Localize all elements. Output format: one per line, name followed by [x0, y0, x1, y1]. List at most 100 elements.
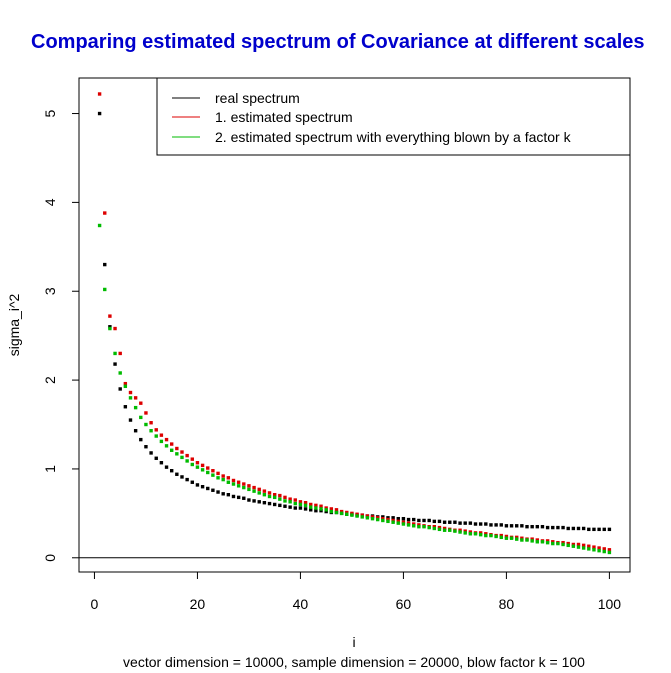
data-point-real-12	[154, 456, 158, 460]
data-point-blown-20	[195, 465, 200, 469]
data-point-blown-91	[561, 542, 565, 547]
data-point-blown-93	[571, 544, 576, 548]
data-point-real-34	[267, 501, 272, 506]
data-point-estimated-96	[587, 544, 591, 548]
data-point-blown-63	[417, 524, 421, 529]
data-point-real-18	[185, 477, 189, 482]
data-point-estimated-13	[159, 433, 164, 437]
x-axis: 0 20 40 60 80 100	[91, 571, 621, 612]
data-point-estimated-47	[334, 508, 339, 512]
data-points	[97, 92, 612, 555]
data-point-blown-37	[283, 499, 287, 503]
data-point-real-56	[381, 515, 385, 519]
data-point-real-61	[406, 517, 411, 522]
data-point-blown-75	[478, 532, 483, 537]
data-point-real-78	[494, 523, 498, 527]
y-axis: 0 1 2 3 4 5	[42, 109, 80, 562]
data-point-blown-14	[164, 444, 169, 448]
data-point-estimated-79	[499, 533, 503, 538]
data-point-blown-94	[576, 545, 581, 549]
y-tick-label-1: 1	[42, 465, 58, 473]
data-point-blown-34	[267, 494, 272, 499]
data-point-real-63	[417, 518, 421, 523]
data-point-estimated-80	[504, 534, 509, 539]
data-point-blown-16	[175, 452, 179, 456]
data-point-blown-68	[442, 528, 447, 532]
data-point-blown-61	[406, 523, 411, 527]
x-tick-label-80: 80	[499, 596, 515, 612]
data-point-blown-50	[350, 513, 354, 517]
data-point-blown-59	[396, 521, 400, 525]
data-point-blown-82	[515, 537, 519, 541]
data-point-blown-5	[118, 371, 122, 375]
data-point-blown-85	[530, 539, 534, 543]
chart-subtitle: vector dimension = 10000, sample dimensi…	[123, 654, 585, 670]
data-point-estimated-61	[406, 521, 411, 525]
data-point-estimated-2	[103, 211, 107, 215]
data-point-real-43	[314, 508, 318, 513]
data-point-blown-44	[319, 507, 323, 511]
data-point-blown-17	[180, 455, 184, 460]
data-point-real-84	[525, 524, 529, 529]
data-point-estimated-33	[262, 489, 267, 493]
data-point-blown-23	[211, 473, 215, 477]
data-point-blown-73	[468, 532, 473, 536]
data-point-real-67	[437, 519, 442, 524]
data-point-estimated-41	[303, 501, 308, 505]
data-point-blown-54	[370, 516, 375, 521]
data-point-estimated-67	[437, 525, 442, 530]
data-point-blown-42	[309, 505, 313, 509]
data-point-blown-41	[303, 503, 308, 508]
data-point-real-26	[226, 493, 231, 497]
data-point-blown-9	[139, 415, 143, 420]
data-point-blown-21	[200, 468, 205, 472]
data-point-blown-57	[386, 519, 390, 524]
data-point-estimated-91	[561, 540, 565, 545]
data-point-estimated-8	[133, 396, 138, 400]
data-point-real-90	[556, 525, 560, 530]
data-point-real-40	[298, 506, 303, 510]
data-point-blown-27	[231, 482, 236, 486]
data-point-estimated-36	[278, 493, 282, 498]
data-point-blown-66	[432, 526, 437, 531]
data-point-estimated-3	[108, 314, 112, 318]
data-point-blown-7	[128, 396, 133, 400]
data-point-estimated-46	[329, 507, 334, 511]
data-point-real-13	[159, 461, 164, 465]
data-point-estimated-59	[396, 519, 400, 524]
data-point-blown-39	[293, 501, 297, 506]
x-tick-label-0: 0	[91, 596, 99, 612]
data-point-estimated-35	[272, 493, 277, 497]
y-tick-label-4: 4	[42, 198, 58, 206]
data-point-real-86	[535, 524, 540, 529]
data-point-real-11	[149, 451, 153, 455]
data-point-real-23	[211, 488, 215, 492]
data-point-real-17	[180, 475, 184, 479]
data-point-real-100	[607, 527, 612, 532]
data-point-estimated-82	[515, 535, 519, 540]
data-point-real-62	[412, 517, 416, 522]
y-tick-label-5: 5	[42, 109, 58, 117]
data-point-blown-92	[566, 543, 570, 548]
data-point-real-68	[442, 520, 447, 524]
data-point-blown-100	[607, 550, 612, 555]
data-point-real-39	[293, 506, 297, 510]
data-point-blown-35	[272, 495, 277, 500]
data-point-real-75	[478, 522, 483, 526]
data-point-blown-70	[453, 529, 457, 533]
data-point-estimated-56	[381, 516, 385, 521]
data-point-estimated-43	[314, 503, 318, 508]
data-point-estimated-73	[468, 530, 473, 534]
data-point-real-81	[509, 524, 514, 528]
data-point-estimated-26	[226, 476, 231, 480]
data-point-estimated-94	[576, 542, 581, 547]
data-point-real-76	[484, 522, 488, 526]
data-point-blown-28	[236, 484, 241, 488]
data-point-real-66	[432, 519, 437, 524]
data-point-estimated-75	[478, 531, 483, 535]
data-point-real-79	[499, 523, 503, 527]
data-point-blown-2	[103, 287, 107, 292]
data-point-estimated-54	[370, 515, 375, 519]
data-point-real-58	[391, 516, 395, 520]
data-point-estimated-11	[149, 421, 153, 425]
